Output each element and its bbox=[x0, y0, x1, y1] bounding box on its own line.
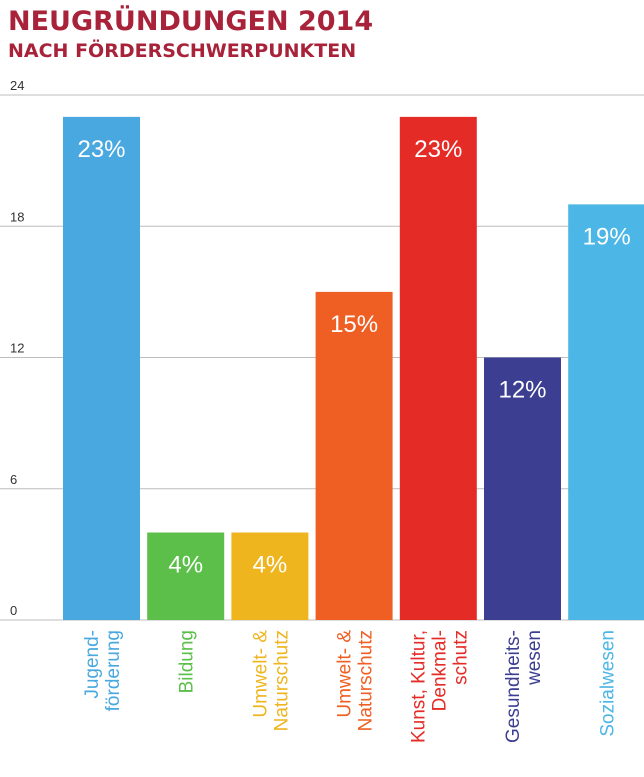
category-label-line: wesen bbox=[524, 630, 545, 686]
bar bbox=[147, 532, 225, 620]
bar bbox=[399, 116, 477, 620]
category-label-line: Gesundheits- bbox=[503, 630, 524, 743]
bar bbox=[484, 357, 561, 620]
category-label-line: Bildung bbox=[177, 630, 198, 693]
category-label-line: Kunst, Kultur, bbox=[408, 630, 429, 743]
chart-title: NEUGRÜNDUNGEN 2014 bbox=[8, 6, 374, 37]
category-label-line: Denkmal- bbox=[429, 630, 450, 711]
category-label: Sozialwesen bbox=[598, 630, 619, 737]
category-label-line: Umwelt- & bbox=[250, 630, 271, 718]
category-label: Umwelt- & Naturschutz bbox=[335, 630, 377, 732]
bar bbox=[568, 204, 644, 620]
y-tick-label: 6 bbox=[10, 472, 17, 487]
bar-value-label: 12% bbox=[498, 377, 546, 404]
bar-value-label: 4% bbox=[253, 552, 288, 579]
category-label-line: Naturschutz bbox=[271, 630, 292, 731]
bar-value-label: 23% bbox=[77, 136, 125, 163]
y-tick-label: 12 bbox=[10, 341, 24, 356]
bar bbox=[315, 291, 393, 620]
bar-value-label: 15% bbox=[330, 311, 378, 338]
chart-subtitle: NACH FÖRDERSCHWERPUNKTEN bbox=[8, 40, 357, 62]
bar-value-label: 4% bbox=[168, 552, 203, 579]
y-tick-label: 18 bbox=[10, 209, 24, 224]
bar-value-label: 23% bbox=[414, 136, 462, 163]
category-label: Umwelt- & Naturschutz bbox=[250, 630, 292, 732]
y-tick-label: 0 bbox=[10, 603, 17, 618]
bar-value-label: 19% bbox=[583, 223, 631, 250]
category-label-line: Sozialwesen bbox=[598, 630, 619, 737]
category-label-line: schutz bbox=[450, 630, 471, 685]
category-label-line: Jugend- bbox=[82, 630, 103, 699]
category-label-line: Naturschutz bbox=[356, 630, 377, 731]
category-label-line: förderung bbox=[103, 630, 124, 711]
category-label: Kunst, Kultur, Denkmal-schutz bbox=[408, 630, 471, 743]
category-label: Bildung bbox=[177, 630, 198, 693]
y-tick-label: 24 bbox=[10, 78, 24, 93]
category-label: Gesundheits-wesen bbox=[503, 630, 545, 743]
bar bbox=[63, 116, 140, 620]
category-label-line: Umwelt- & bbox=[335, 630, 356, 718]
category-label: Jugend-förderung bbox=[82, 630, 124, 711]
bar bbox=[231, 532, 309, 620]
